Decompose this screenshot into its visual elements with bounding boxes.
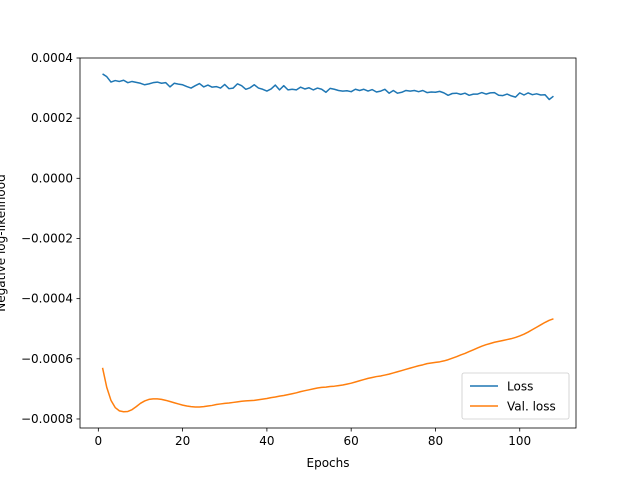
y-axis-ticks: −0.0008 −0.0006 −0.0004 −0.0002 0.0000 0.0002… xyxy=(21,51,80,426)
y-tick-label: −0.0006 xyxy=(21,352,73,366)
y-tick-label: −0.0002 xyxy=(21,231,73,245)
x-tick-label: 0 xyxy=(95,434,103,448)
x-tick-label: 100 xyxy=(508,434,531,448)
y-tick-label: 0.0004 xyxy=(31,51,73,65)
y-tick-label: −0.0008 xyxy=(21,412,73,426)
plot-area xyxy=(80,58,576,428)
plot-frame xyxy=(79,57,577,429)
series-line-1 xyxy=(101,318,554,413)
series-line-0 xyxy=(102,73,554,101)
y-tick-label: 0.0000 xyxy=(31,171,73,185)
series-layer xyxy=(101,73,554,413)
legend: Loss Val. loss xyxy=(461,372,570,420)
x-tick-label: 80 xyxy=(428,434,443,448)
x-axis-title: Epochs xyxy=(307,456,350,470)
y-tick-label: 0.0002 xyxy=(31,111,73,125)
legend-label-1: Val. loss xyxy=(507,400,556,414)
x-axis-ticks: 0 20 40 60 80 100 xyxy=(95,428,531,448)
x-tick-label: 20 xyxy=(175,434,190,448)
x-tick-label: 60 xyxy=(344,434,359,448)
y-tick-label: −0.0004 xyxy=(21,292,73,306)
legend-box xyxy=(461,372,570,420)
x-tick-label: 40 xyxy=(259,434,274,448)
legend-label-0: Loss xyxy=(507,380,533,394)
y-axis-title: Negative log-likelihood xyxy=(0,174,8,311)
